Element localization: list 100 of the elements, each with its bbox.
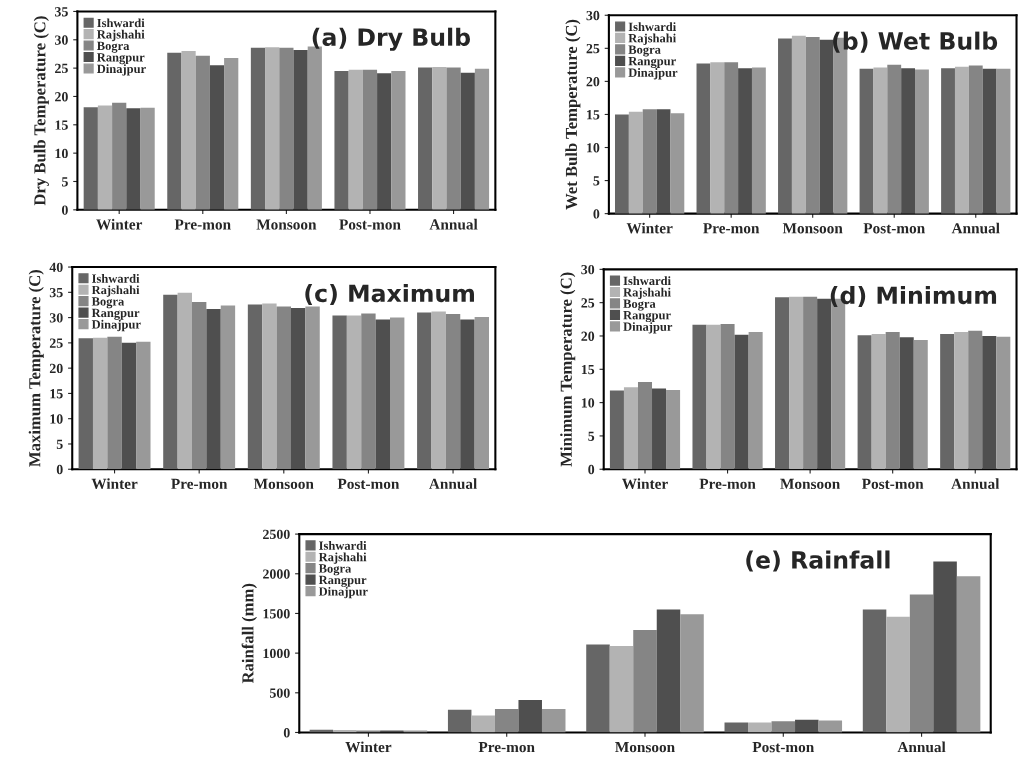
legend-label: Dinajpur [318, 586, 368, 599]
bar [447, 709, 472, 733]
bar [982, 335, 997, 470]
bar [390, 317, 405, 470]
x-tick-label: Monsoon [615, 742, 675, 753]
legend-label: Ishwardi [623, 276, 671, 286]
bar [121, 342, 137, 470]
bar [680, 614, 704, 733]
bar [696, 63, 711, 214]
y-axis-title: Wet Bulb Temperature (C) [565, 19, 581, 210]
bar [706, 324, 721, 470]
bar [191, 301, 207, 470]
bar [112, 102, 127, 210]
bar [778, 38, 792, 214]
y-tick-label: 15 [55, 120, 68, 130]
bar [637, 381, 653, 470]
bar [417, 312, 432, 470]
bar [460, 72, 475, 210]
bar [494, 709, 519, 733]
bar [873, 67, 888, 214]
bar [348, 69, 363, 210]
bar [748, 331, 763, 470]
bar [445, 314, 461, 470]
bar [262, 303, 277, 470]
bar [915, 69, 929, 214]
legend-label: Rangpur [628, 57, 676, 68]
y-axis-title: Dry Bulb Temperature (C) [33, 16, 49, 206]
y-tick-label: 0 [61, 205, 68, 215]
bar [982, 68, 997, 214]
x-tick-label: Winter [622, 478, 668, 490]
text: (d) Minimum [830, 285, 997, 307]
y-tick-label: 1000 [263, 648, 290, 659]
y-tick-label: 20 [49, 363, 63, 374]
y-tick-label: 1500 [263, 609, 290, 619]
bar [968, 65, 983, 214]
legend-label: Bogra [628, 45, 661, 57]
bar [391, 70, 406, 210]
bar [789, 296, 804, 470]
bar [941, 68, 955, 214]
y-tick-label: 35 [55, 7, 68, 17]
bar [209, 65, 225, 210]
x-tick-label: Post-mon [337, 478, 400, 490]
bar [163, 294, 178, 470]
bar [656, 609, 681, 733]
bar [431, 311, 446, 470]
y-tick-label: 5 [61, 177, 68, 187]
bar [901, 68, 916, 214]
bar [220, 305, 236, 470]
x-tick-label: Annual [951, 478, 1000, 490]
legend-label: Dinajpur [97, 64, 146, 76]
y-tick-label: 10 [587, 143, 600, 153]
bar [206, 309, 221, 470]
bar [126, 108, 141, 210]
bar [265, 47, 280, 210]
bar [886, 616, 910, 733]
bar [857, 335, 872, 470]
bar [276, 306, 291, 470]
x-tick-label: Post-mon [863, 223, 925, 234]
bar [738, 68, 752, 214]
bar [887, 64, 902, 214]
bar [460, 319, 475, 470]
bar [633, 630, 657, 733]
bar [195, 55, 210, 210]
x-tick-label: Pre-mon [174, 219, 231, 230]
bar [771, 721, 796, 733]
y-tick-label: 20 [581, 331, 595, 341]
bar [377, 73, 392, 210]
y-tick-label: 5 [593, 176, 600, 186]
y-tick-label: 30 [49, 313, 63, 323]
legend-label: Bogra [91, 297, 125, 309]
bar [224, 57, 239, 210]
bar [474, 68, 490, 210]
y-axis-title: Maximum Temperature (C) [28, 269, 44, 467]
y-tick-label: 0 [283, 728, 290, 738]
x-tick-label: Pre-mon [703, 223, 760, 234]
bar [968, 330, 983, 470]
bar [871, 333, 886, 470]
bar [748, 722, 772, 733]
bar [140, 107, 155, 210]
bar [909, 594, 934, 733]
y-tick-label: 40 [49, 262, 63, 273]
y-tick-label: 15 [581, 364, 595, 375]
bar [899, 337, 914, 470]
y-tick-label: 20 [55, 92, 68, 102]
bar [803, 296, 818, 470]
x-tick-label: Post-mon [752, 742, 815, 753]
bar [92, 337, 108, 470]
bar [817, 298, 832, 470]
x-tick-label: Post-mon [339, 219, 401, 230]
bar [614, 114, 629, 214]
bar [710, 62, 725, 214]
y-tick-label: 500 [269, 688, 290, 698]
x-tick-label: Monsoon [782, 223, 843, 234]
bar [432, 66, 447, 210]
bar [859, 68, 874, 214]
text: (b) Wet Bulb [833, 31, 998, 53]
bar [250, 47, 266, 210]
legend-label: Rangpur [96, 53, 145, 65]
bar [181, 51, 196, 210]
y-tick-label: 5 [588, 431, 595, 441]
